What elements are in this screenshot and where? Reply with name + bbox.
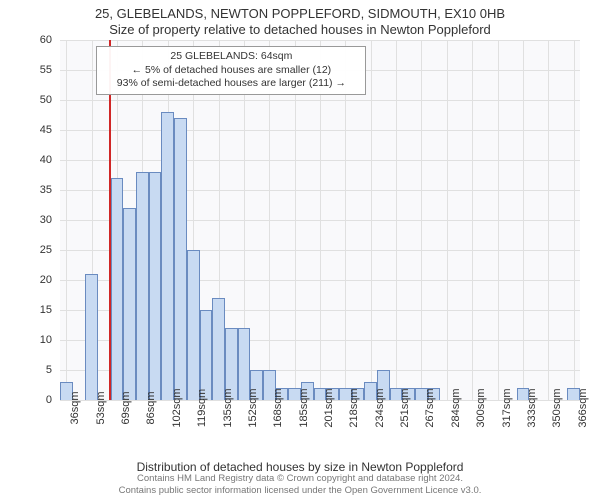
- x-tick-label: 135sqm: [222, 388, 234, 427]
- chart-title-line1: 25, GLEBELANDS, NEWTON POPPLEFORD, SIDMO…: [0, 6, 600, 21]
- x-tick-label: 102sqm: [171, 388, 183, 427]
- x-tick-label: 300sqm: [475, 388, 487, 427]
- y-tick-label: 55: [40, 64, 52, 76]
- attribution-line2: Contains public sector information licen…: [0, 485, 600, 496]
- gridline-v: [371, 40, 372, 400]
- chart-container: 25, GLEBELANDS, NEWTON POPPLEFORD, SIDMO…: [0, 0, 600, 500]
- y-tick-label: 50: [40, 94, 52, 106]
- gridline-v: [472, 40, 473, 400]
- x-tick-label: 119sqm: [196, 389, 208, 427]
- x-tick-label: 185sqm: [298, 388, 310, 427]
- gridline-v: [574, 40, 575, 400]
- x-tick-label: 152sqm: [247, 388, 259, 427]
- x-tick-label: 317sqm: [501, 388, 513, 427]
- x-tick-label: 234sqm: [374, 388, 386, 427]
- attribution-line1: Contains HM Land Registry data © Crown c…: [0, 473, 600, 484]
- y-tick-label: 20: [40, 274, 52, 286]
- x-tick-label: 333sqm: [526, 388, 538, 427]
- y-tick-label: 10: [40, 334, 52, 346]
- x-tick-label: 366sqm: [577, 388, 589, 427]
- x-tick-label: 69sqm: [120, 391, 132, 424]
- x-tick-label: 218sqm: [348, 388, 360, 427]
- histogram-bar: [136, 172, 149, 400]
- x-tick-label: 350sqm: [551, 388, 563, 427]
- x-tick-label: 251sqm: [399, 388, 411, 427]
- callout-box: 25 GLEBELANDS: 64sqm← 5% of detached hou…: [96, 46, 366, 95]
- x-tick-label: 168sqm: [272, 388, 284, 427]
- callout-line2: ← 5% of detached houses are smaller (12): [103, 64, 359, 78]
- y-tick-label: 0: [46, 394, 52, 406]
- gridline-v: [396, 40, 397, 400]
- x-axis-ticks: 36sqm53sqm69sqm86sqm102sqm119sqm135sqm15…: [60, 404, 580, 454]
- histogram-bar: [212, 298, 225, 400]
- x-tick-label: 53sqm: [95, 391, 107, 424]
- y-tick-label: 15: [40, 304, 52, 316]
- y-tick-label: 5: [46, 364, 52, 376]
- histogram-bar: [174, 118, 187, 400]
- x-axis-label: Distribution of detached houses by size …: [0, 460, 600, 474]
- x-tick-label: 36sqm: [69, 391, 81, 424]
- callout-line3: 93% of semi-detached houses are larger (…: [103, 77, 359, 91]
- y-axis-ticks: 051015202530354045505560: [0, 40, 56, 400]
- x-tick-label: 267sqm: [424, 388, 436, 427]
- y-tick-label: 35: [40, 184, 52, 196]
- histogram-bar: [85, 274, 98, 400]
- x-tick-label: 284sqm: [450, 388, 462, 427]
- gridline-v: [523, 40, 524, 400]
- histogram-bar: [161, 112, 174, 400]
- chart-title-line2: Size of property relative to detached ho…: [0, 22, 600, 37]
- histogram-bar: [187, 250, 200, 400]
- histogram-bar: [111, 178, 124, 400]
- histogram-bar: [123, 208, 136, 400]
- gridline-v: [66, 40, 67, 400]
- y-tick-label: 60: [40, 34, 52, 46]
- histogram-bar: [200, 310, 213, 400]
- attribution-text: Contains HM Land Registry data © Crown c…: [0, 473, 600, 496]
- gridline-v: [498, 40, 499, 400]
- histogram-bar: [149, 172, 162, 400]
- callout-line1: 25 GLEBELANDS: 64sqm: [103, 50, 359, 64]
- gridline-v: [447, 40, 448, 400]
- plot-area: 25 GLEBELANDS: 64sqm← 5% of detached hou…: [60, 40, 580, 400]
- gridline-v: [548, 40, 549, 400]
- x-tick-label: 86sqm: [145, 391, 157, 424]
- y-tick-label: 40: [40, 154, 52, 166]
- y-tick-label: 45: [40, 124, 52, 136]
- y-tick-label: 30: [40, 214, 52, 226]
- x-tick-label: 201sqm: [323, 388, 335, 427]
- y-tick-label: 25: [40, 244, 52, 256]
- gridline-v: [421, 40, 422, 400]
